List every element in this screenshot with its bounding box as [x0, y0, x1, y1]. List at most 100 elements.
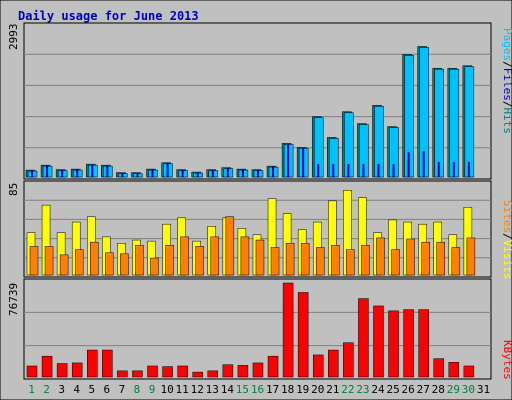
bar-files [302, 148, 305, 177]
bar-sites [150, 257, 159, 276]
bar-kbytes [388, 310, 399, 378]
bar-kbytes [177, 365, 188, 378]
x-tick-label: 12 [191, 383, 204, 396]
legend-hits: Hits [501, 108, 512, 135]
legend-kbytes: KBytes [501, 340, 512, 380]
bar-kbytes [102, 349, 113, 378]
bar-files [181, 170, 184, 177]
bar-pages [434, 68, 444, 178]
x-tick-label: 27 [417, 383, 430, 396]
x-tick-label: 18 [281, 383, 294, 396]
x-tick-label: 20 [311, 383, 324, 396]
x-tick-label: 15 [236, 383, 249, 396]
bar-pages [449, 68, 460, 178]
chart-title: Daily usage for June 2013 [18, 9, 199, 23]
bar-sites [466, 237, 476, 276]
bar-files [392, 164, 395, 177]
bar-kbytes [26, 365, 38, 378]
x-tick-label: 24 [371, 383, 385, 396]
x-tick-label: 1 [28, 383, 35, 396]
x-tick-label: 2 [43, 383, 50, 396]
bar-kbytes [56, 363, 68, 378]
bars-layer [25, 46, 476, 378]
bar-sites [29, 246, 39, 276]
bar-files [196, 172, 199, 177]
x-tick-label: 8 [134, 383, 141, 396]
bar-files [437, 162, 440, 177]
x-tick-label: 22 [341, 383, 354, 396]
x-tick-label: 9 [149, 383, 156, 396]
bar-sites [74, 249, 84, 276]
bar-files [272, 166, 275, 177]
x-tick-label: 3 [58, 383, 65, 396]
bar-sites [270, 247, 280, 276]
bar-sites [346, 249, 355, 276]
x-tick-label: 10 [160, 383, 173, 396]
x-tick-label: 16 [251, 383, 264, 396]
bar-kbytes [328, 349, 339, 378]
x-tick-label: 25 [386, 383, 399, 396]
legend-sep2: / [501, 101, 512, 108]
bar-sites [120, 253, 129, 276]
bar-files [226, 168, 229, 177]
bar-sites [436, 241, 445, 276]
bar-files [256, 170, 259, 177]
bar-kbytes [41, 355, 53, 378]
mid-legend: Sites/Visits [501, 200, 512, 280]
bar-files [61, 170, 64, 177]
x-tick-label: 13 [206, 383, 219, 396]
bar-sites [135, 245, 144, 276]
bar-kbytes [71, 362, 83, 378]
bar-sites [285, 242, 295, 276]
bar-kbytes [343, 342, 354, 378]
bar-files [287, 144, 290, 177]
bar-sites [240, 236, 250, 276]
bar-kbytes [463, 365, 475, 378]
bottom-legend: KBytes [501, 340, 512, 380]
bar-sites [105, 252, 114, 276]
bar-sites [376, 237, 385, 276]
bar-sites [210, 236, 220, 276]
legend-sites: Sites [501, 200, 512, 233]
legend-files: Files [501, 68, 512, 101]
x-tick-label: 5 [88, 383, 95, 396]
bar-sites [421, 241, 430, 276]
bar-files [241, 169, 244, 177]
bar-pages [464, 66, 475, 178]
bar-sites [195, 246, 204, 276]
x-tick-label: 30 [462, 383, 475, 396]
bar-sites [315, 247, 325, 276]
bar-kbytes [267, 355, 279, 378]
bar-kbytes [132, 370, 143, 378]
bar-kbytes [162, 366, 173, 378]
bar-kbytes [207, 370, 219, 378]
legend-sep1: / [501, 61, 512, 68]
bar-sites [451, 247, 461, 276]
bar-kbytes [147, 365, 158, 378]
bar-files [76, 169, 79, 177]
bar-files [166, 163, 169, 177]
bar-kbytes [87, 349, 98, 378]
mid-ymax-label: 85 [7, 183, 20, 196]
bar-files [317, 164, 320, 177]
bar-kbytes [448, 362, 460, 378]
bar-files [452, 162, 455, 177]
bar-sites [361, 245, 370, 276]
bottom-ymax-label: 76739 [7, 283, 20, 316]
x-tick-label: 7 [119, 383, 126, 396]
x-tick-label: 4 [73, 383, 80, 396]
bar-files [91, 164, 94, 177]
x-tick-label: 17 [266, 383, 279, 396]
top-legend: Pages/Files/Hits [501, 28, 512, 134]
bar-files [121, 173, 124, 177]
x-tick-label: 28 [432, 383, 445, 396]
bar-kbytes [297, 292, 309, 378]
bar-files [332, 164, 335, 177]
bar-files [347, 164, 350, 177]
bar-kbytes [192, 371, 203, 378]
bar-kbytes [252, 362, 264, 378]
bar-files [151, 169, 154, 177]
bar-kbytes [403, 309, 414, 378]
bar-files [422, 151, 425, 177]
